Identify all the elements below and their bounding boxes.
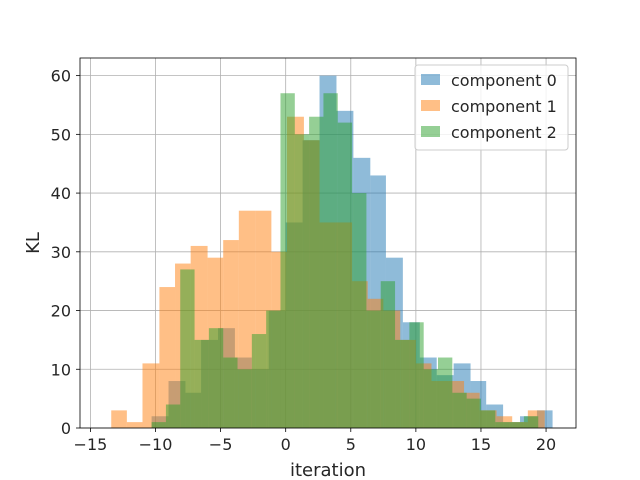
histogram-bar [251, 334, 267, 428]
legend-label-component-0: component 0 [451, 71, 557, 90]
y-tick-label: 10 [51, 360, 71, 379]
y-tick-label: 40 [51, 184, 71, 203]
histogram-bar [323, 93, 338, 428]
histogram-bar [280, 93, 295, 428]
histogram-bar [395, 339, 410, 428]
plot-frame [79, 57, 577, 429]
histogram-bar [111, 410, 127, 428]
histogram-bar [180, 269, 195, 428]
legend: component 0 component 1 component 2 [414, 64, 569, 151]
legend-swatch-component-2 [421, 126, 440, 137]
histogram-bar [466, 398, 481, 428]
legend-frame [414, 64, 569, 151]
x-tick-label: 20 [536, 435, 556, 454]
histogram-bar [237, 369, 252, 428]
histogram-bar [142, 363, 160, 428]
histogram-bar [438, 357, 453, 428]
y-tick-label: 50 [51, 125, 71, 144]
histogram-bar [266, 310, 281, 428]
series-component-2 [151, 93, 539, 428]
histogram-bar [159, 287, 176, 428]
histogram-bar [223, 357, 238, 428]
ticks: −15 −10 −5 0 5 10 15 20 0 10 20 30 40 50 60 [51, 67, 557, 454]
histogram-bar [480, 410, 496, 428]
histogram-bar [495, 422, 510, 428]
x-tick-label: 15 [471, 435, 491, 454]
y-tick-label: 30 [51, 243, 71, 262]
legend-swatch-component-1 [421, 100, 440, 111]
x-tick-label: −15 [74, 435, 108, 454]
x-tick-label: 5 [346, 435, 356, 454]
x-tick-label: −5 [209, 435, 233, 454]
y-tick-label: 60 [51, 67, 71, 86]
y-tick-label: 0 [61, 419, 71, 438]
histogram-bar [208, 328, 224, 428]
y-tick-label: 20 [51, 302, 71, 321]
histogram-bar [352, 193, 367, 428]
histogram-bar [409, 322, 424, 428]
histogram-bar [509, 422, 524, 428]
histogram-bar [309, 116, 324, 428]
x-tick-label: 0 [281, 435, 291, 454]
histogram-bar [194, 339, 209, 428]
bars [111, 75, 553, 429]
legend-label-component-2: component 2 [451, 123, 557, 142]
x-tick-label: −10 [139, 435, 173, 454]
histogram-bar [294, 134, 310, 428]
histogram-bar [126, 422, 143, 428]
histogram-bar [452, 392, 467, 428]
histogram-bar [151, 422, 166, 428]
histogram-bar [337, 122, 353, 428]
legend-swatch-component-0 [421, 74, 440, 85]
x-tick-label: 10 [406, 435, 426, 454]
histogram-bar [380, 281, 396, 428]
histogram-bar [523, 416, 539, 428]
legend-label-component-1: component 1 [451, 97, 557, 116]
histogram-bar [366, 310, 381, 428]
histogram-bar [423, 369, 439, 428]
histogram-bar [165, 404, 181, 428]
x-axis-label: iteration [290, 460, 366, 480]
y-axis-label: KL [23, 232, 44, 254]
